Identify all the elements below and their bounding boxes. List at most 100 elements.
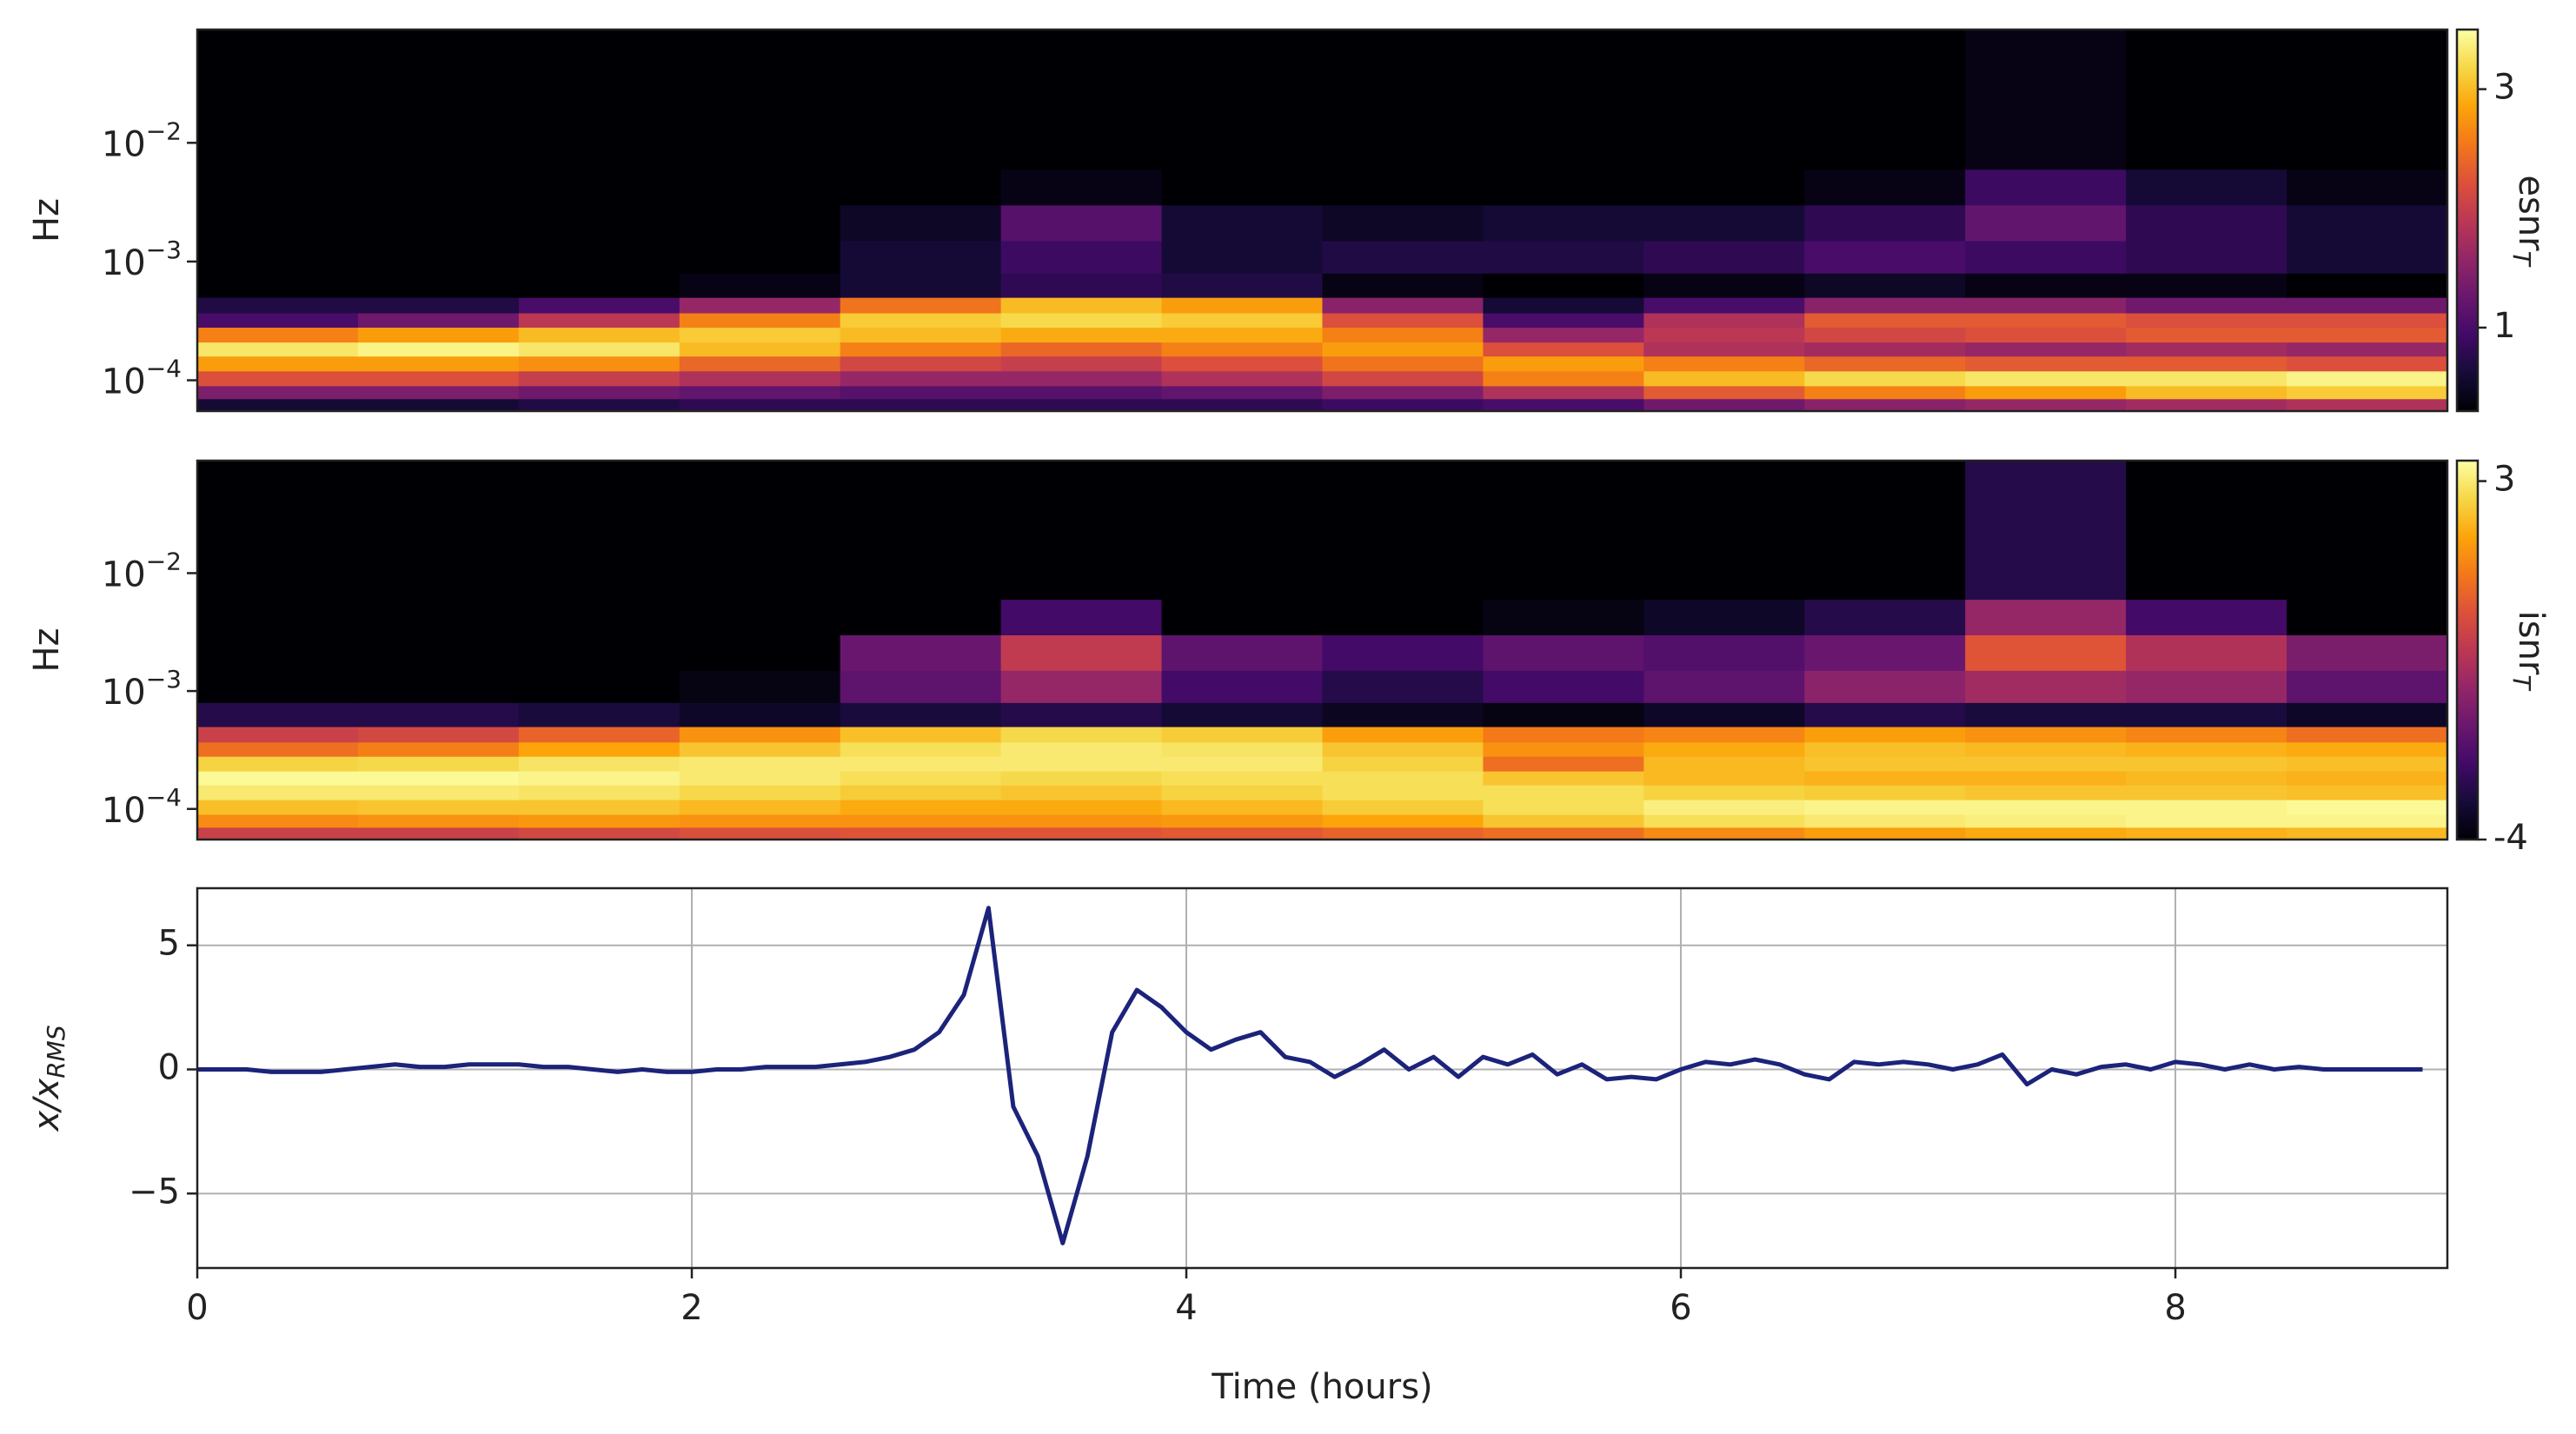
heat-cell <box>1643 702 1805 727</box>
heat-cell <box>1000 342 1163 357</box>
heat-cell <box>357 702 520 727</box>
heat-cell <box>1483 398 1644 412</box>
heat-cell <box>840 398 1002 412</box>
heat-cell <box>197 634 359 671</box>
heat-cell <box>1161 813 1324 828</box>
heat-cell <box>1643 355 1805 372</box>
heat-cell <box>1483 741 1644 757</box>
heat-cell <box>518 297 681 314</box>
heat-cell <box>840 785 1002 800</box>
heat-cell <box>2126 342 2287 357</box>
heat-cell <box>518 670 681 703</box>
heat-cell <box>2126 726 2287 743</box>
heat-cell <box>518 599 681 635</box>
heat-cell <box>1322 461 1484 601</box>
heat-cell <box>2287 461 2448 601</box>
heat-cell <box>1965 312 2127 329</box>
heat-cell <box>679 385 841 400</box>
heat-cell <box>1483 355 1644 372</box>
heat-cell <box>840 297 1002 314</box>
heat-cell <box>1483 827 1644 840</box>
heat-cell <box>1000 461 1163 601</box>
heat-cell <box>840 800 1002 815</box>
y-tick-label: 10−3 <box>102 665 182 713</box>
heat-cell <box>2287 800 2448 815</box>
heat-cell <box>357 726 520 743</box>
heat-cell <box>197 342 359 357</box>
heat-cell <box>679 599 841 635</box>
heat-cell <box>1965 813 2127 828</box>
tick-base: 10 <box>102 124 146 164</box>
heat-cell <box>1804 169 1966 206</box>
heat-cell <box>1965 741 2127 757</box>
heat-cell <box>2287 785 2448 800</box>
heat-cell <box>357 634 520 671</box>
heat-cell <box>1965 398 2127 412</box>
heat-cell <box>518 342 681 357</box>
heat-cell <box>1643 398 1805 412</box>
tick-base: 10 <box>102 243 146 283</box>
heat-cell <box>679 30 841 170</box>
heat-cell <box>518 800 681 815</box>
heat-cell <box>2287 240 2448 274</box>
heat-cell <box>1000 204 1163 242</box>
heat-cell <box>1965 702 2127 727</box>
heat-cell <box>2287 398 2448 412</box>
heat-cell <box>197 800 359 815</box>
tick-base: 10 <box>102 362 146 402</box>
heat-cell <box>1804 273 1966 298</box>
heat-cell <box>1000 702 1163 727</box>
heat-cell <box>840 342 1002 357</box>
heat-cell <box>1643 204 1805 242</box>
heat-cell <box>1643 670 1805 703</box>
heat-cell <box>1804 702 1966 727</box>
heat-cell <box>679 813 841 828</box>
heat-cell <box>2287 756 2448 772</box>
heat-cell <box>840 670 1002 703</box>
x-tick-label: 0 <box>186 1288 208 1328</box>
heat-cell <box>518 702 681 727</box>
heat-cell <box>1322 297 1484 314</box>
heat-cell <box>840 813 1002 828</box>
heat-cell <box>518 169 681 206</box>
heat-cell <box>1000 726 1163 743</box>
heat-cell <box>1965 169 2127 206</box>
heat-cell <box>2287 385 2448 400</box>
heat-cell <box>1000 813 1163 828</box>
heat-cell <box>1322 726 1484 743</box>
heat-cell <box>2126 327 2287 343</box>
heat-cell <box>1483 702 1644 727</box>
heat-cell <box>1322 827 1484 840</box>
heat-cell <box>1161 385 1324 400</box>
heat-cell <box>679 169 841 206</box>
heat-cell <box>197 30 359 170</box>
heat-cell <box>357 204 520 242</box>
heat-cell <box>197 599 359 635</box>
heat-cell <box>2126 355 2287 372</box>
heat-cell <box>1804 800 1966 815</box>
heat-cell <box>1804 297 1966 314</box>
heat-cell <box>1161 756 1324 772</box>
plot-frame <box>196 28 2449 413</box>
heat-cell <box>679 297 841 314</box>
heat-cell <box>518 741 681 757</box>
heat-cell <box>1643 312 1805 329</box>
x-tick-label: 6 <box>1670 1288 1691 1328</box>
heat-cell <box>1161 726 1324 743</box>
heat-cell <box>2287 370 2448 387</box>
colorbar-tick-label: -4 <box>2493 818 2528 858</box>
heat-cell <box>1804 785 1966 800</box>
heat-cell <box>1965 771 2127 786</box>
tick-exponent: −3 <box>146 665 182 694</box>
heat-cell <box>1643 800 1805 815</box>
heat-cell <box>1000 599 1163 635</box>
heat-cell <box>1643 827 1805 840</box>
heat-cell <box>1000 169 1163 206</box>
heat-cell <box>1322 342 1484 357</box>
y-tick-label: 0 <box>158 1048 180 1088</box>
heat-cell <box>1643 327 1805 343</box>
heat-cell <box>840 726 1002 743</box>
heat-cell <box>679 634 841 671</box>
heat-cell <box>1322 385 1484 400</box>
